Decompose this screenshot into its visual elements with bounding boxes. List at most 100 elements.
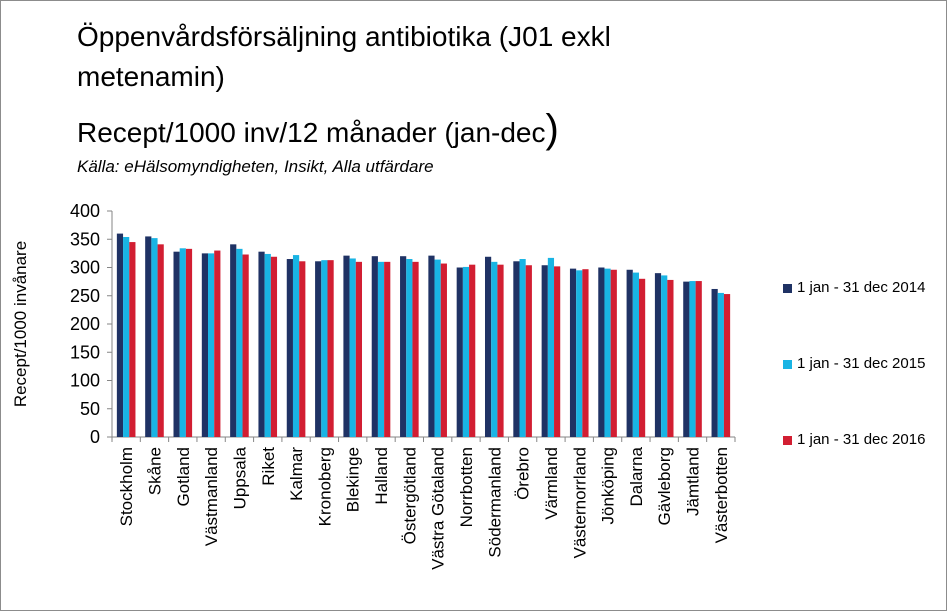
bar-2014 (343, 255, 350, 437)
bar-2014 (541, 265, 548, 437)
x-tick-label: Halland (372, 447, 391, 505)
bar-2016 (582, 269, 589, 437)
x-tick-label: Västerbotten (712, 447, 731, 543)
bar-2014 (484, 256, 492, 437)
bar-2015 (151, 238, 158, 437)
y-tick-label: 350 (70, 229, 100, 249)
x-tick-label: Jönköping (599, 447, 618, 525)
y-tick-label: 300 (70, 258, 100, 278)
x-tick-label: Blekinge (344, 447, 363, 512)
bar-2014 (286, 259, 293, 437)
bar-2014 (315, 261, 322, 437)
x-tick-label: Östergötland (400, 447, 419, 544)
bar-2014 (654, 273, 662, 437)
bar-2015 (208, 253, 215, 437)
bar-2014 (230, 244, 237, 437)
bar-2014 (711, 288, 718, 437)
bar-2016 (469, 264, 476, 437)
bar-2015 (689, 281, 696, 437)
bar-2014 (201, 253, 209, 437)
legend-label-2014: 1 jan - 31 dec 2014 (797, 279, 926, 296)
bar-2015 (406, 259, 413, 437)
bar-2015 (547, 257, 555, 437)
bar-2016 (214, 250, 221, 437)
bar-2014 (145, 236, 152, 437)
x-tick-label: Stockholm (117, 447, 136, 526)
bar-2015 (179, 248, 186, 437)
bar-2015 (264, 253, 271, 437)
bar-2016 (412, 261, 419, 437)
legend-label-2016: 1 jan - 31 dec 2016 (797, 431, 926, 448)
x-tick-label: Örebro (514, 447, 533, 500)
bar-2015 (434, 259, 441, 437)
y-tick-label: 150 (70, 342, 100, 362)
y-tick-label: 50 (80, 399, 100, 419)
chart-subtitle: Recept/1000 inv/12 månader (jan-dec) (77, 109, 559, 153)
chart-subtitle-text: Recept/1000 inv/12 månader (jan-dec (77, 117, 546, 148)
bar-2016 (355, 261, 363, 437)
y-tick-label: 200 (70, 314, 100, 334)
bar-2014 (173, 251, 180, 437)
x-tick-label: Gotland (174, 447, 193, 507)
bar-2016 (638, 278, 646, 437)
bar-2015 (377, 261, 385, 437)
x-tick-label: Värmland (542, 447, 561, 520)
x-tick-label: Västmanland (202, 447, 221, 546)
bar-2016 (695, 281, 702, 437)
bar-2015 (717, 292, 724, 437)
x-tick-label: Gävleborg (655, 447, 674, 525)
bar-2016 (384, 261, 391, 437)
bar-2014 (258, 251, 265, 437)
legend-swatch-2016 (783, 436, 792, 445)
bar-2015 (462, 266, 470, 437)
bar-2015 (632, 272, 639, 437)
bar-2016 (327, 260, 334, 437)
bar-2016 (554, 266, 561, 437)
x-tick-label: Kronoberg (315, 447, 334, 526)
y-tick-label: 400 (70, 201, 100, 221)
bar-2016 (242, 254, 249, 437)
bar-2014 (513, 261, 520, 437)
bar-2016 (723, 294, 731, 437)
x-tick-label: Kalmar (287, 447, 306, 501)
bar-2014 (456, 267, 463, 437)
bar-2014 (371, 256, 378, 437)
bar-2014 (626, 269, 633, 437)
x-tick-label: Uppsala (230, 446, 249, 509)
bar-2016 (667, 279, 674, 437)
bar-2016 (610, 269, 617, 437)
bar-2015 (321, 260, 328, 437)
chart-source: Källa: eHälsomyndigheten, Insikt, Alla u… (77, 157, 434, 176)
legend-swatch-2014 (783, 284, 792, 293)
x-tick-label: Södermanland (485, 447, 504, 558)
legend-swatch-2015 (783, 360, 792, 369)
bar-2014 (569, 268, 577, 437)
bar-2015 (491, 261, 498, 437)
bar-2016 (157, 244, 164, 437)
bar-2015 (661, 275, 668, 437)
bar-2015 (236, 248, 243, 437)
bar-2016 (525, 265, 532, 437)
bar-2015 (519, 259, 526, 437)
x-tick-label: Norrbotten (457, 447, 476, 527)
y-tick-label: 100 (70, 371, 100, 391)
bar-2015 (576, 270, 583, 437)
x-tick-label: Dalarna (627, 446, 646, 506)
y-axis-title: Recept/1000 invånare (11, 241, 30, 407)
y-tick-label: 0 (90, 427, 100, 447)
x-tick-label: Västernorrland (570, 447, 589, 559)
chart-title: Öppenvårdsförsäljning antibiotika (J01 e… (77, 21, 611, 92)
bar-2014 (400, 256, 407, 437)
chart-subtitle-paren: ) (545, 107, 559, 151)
bar-2014 (598, 267, 605, 437)
bar-2016 (497, 264, 504, 437)
x-tick-label: Riket (259, 447, 278, 486)
bar-2016 (129, 242, 136, 437)
y-tick-label: 250 (70, 286, 100, 306)
x-tick-label: Jämtland (684, 447, 703, 516)
bar-2015 (349, 258, 356, 437)
bar-2016 (440, 263, 447, 437)
bar-2016 (299, 261, 306, 437)
